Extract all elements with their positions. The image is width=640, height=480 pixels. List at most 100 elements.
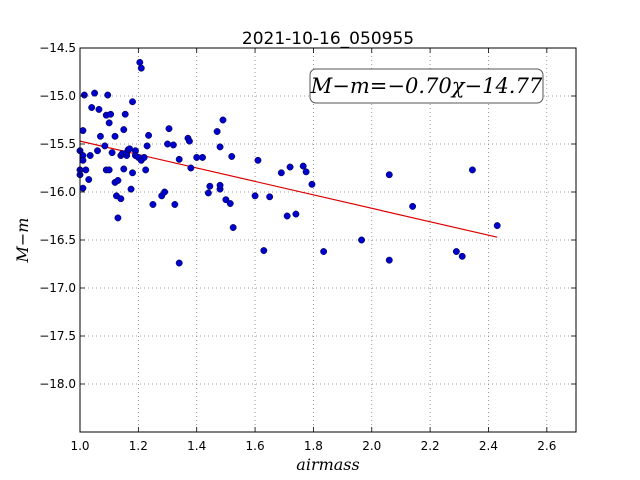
data-point bbox=[164, 140, 171, 148]
data-point bbox=[80, 91, 88, 99]
data-point bbox=[82, 166, 90, 174]
data-point bbox=[226, 200, 234, 207]
data-point bbox=[114, 177, 122, 184]
data-point bbox=[137, 64, 145, 72]
data-point bbox=[136, 58, 144, 66]
data-point bbox=[91, 89, 99, 97]
data-point bbox=[187, 164, 195, 172]
data-point bbox=[117, 195, 125, 203]
data-point bbox=[493, 222, 501, 230]
data-point bbox=[193, 153, 201, 161]
data-point bbox=[266, 193, 274, 201]
fit-annotation: M−m=−0.70χ−14.77 bbox=[309, 68, 544, 104]
data-point bbox=[292, 210, 300, 218]
data-point bbox=[169, 141, 177, 149]
x-axis-label: airmass bbox=[296, 455, 359, 474]
data-point bbox=[185, 137, 193, 145]
x-tick-label: 2.0 bbox=[362, 439, 381, 453]
x-tick-label: 1.0 bbox=[70, 439, 89, 453]
axis-ticks bbox=[79, 47, 576, 432]
data-point bbox=[142, 166, 150, 174]
x-tick-label: 1.6 bbox=[246, 439, 265, 453]
data-point bbox=[175, 155, 183, 163]
data-point bbox=[468, 166, 476, 174]
data-point bbox=[175, 259, 183, 267]
data-point bbox=[458, 252, 466, 260]
data-point bbox=[251, 192, 259, 200]
y-tick-label: −15.5 bbox=[39, 137, 76, 151]
data-point bbox=[358, 236, 366, 244]
data-point bbox=[149, 201, 157, 208]
data-point bbox=[111, 132, 119, 140]
data-point bbox=[299, 162, 307, 170]
fit-line-layer bbox=[79, 140, 498, 238]
data-point bbox=[94, 147, 101, 155]
y-tick-label: −16.0 bbox=[39, 185, 76, 199]
chart-title: 2021-10-16_050955 bbox=[242, 29, 414, 49]
y-tick-label: −14.5 bbox=[39, 41, 76, 55]
data-point bbox=[140, 153, 148, 161]
data-point bbox=[105, 166, 113, 174]
data-point bbox=[229, 224, 237, 231]
fit-line bbox=[79, 140, 498, 238]
data-point bbox=[228, 153, 236, 160]
data-point bbox=[216, 181, 224, 189]
data-point bbox=[385, 171, 393, 179]
data-point bbox=[79, 156, 87, 164]
data-point bbox=[199, 153, 206, 161]
data-point bbox=[88, 104, 96, 111]
data-point bbox=[79, 184, 87, 192]
data-point bbox=[79, 127, 87, 135]
data-point bbox=[95, 105, 103, 113]
data-point bbox=[120, 165, 128, 173]
annotation-box bbox=[309, 68, 544, 104]
data-point bbox=[107, 110, 115, 118]
data-point bbox=[114, 214, 122, 222]
data-point bbox=[254, 156, 262, 164]
data-point bbox=[277, 169, 285, 177]
data-point bbox=[213, 128, 221, 135]
x-tick-label: 1.8 bbox=[304, 439, 323, 453]
y-axis-label: M−m bbox=[13, 218, 32, 264]
x-tick-label: 1.2 bbox=[129, 439, 148, 453]
x-tick-label: 2.4 bbox=[479, 439, 498, 453]
y-tick-label: −15.0 bbox=[39, 89, 76, 103]
data-point bbox=[216, 143, 224, 151]
data-point bbox=[108, 149, 116, 157]
data-point bbox=[143, 142, 151, 150]
y-tick-label: −16.5 bbox=[39, 233, 76, 247]
data-point bbox=[129, 169, 136, 177]
data-point bbox=[85, 176, 93, 183]
data-points bbox=[76, 58, 501, 267]
data-point bbox=[206, 182, 214, 190]
x-tick-label: 2.2 bbox=[421, 439, 440, 453]
y-tick-label: −17.5 bbox=[39, 329, 76, 343]
data-point bbox=[308, 180, 316, 188]
x-tick-labels: 1.0 1.2 1.4 1.6 1.8 2.0 2.2 2.4 2.6 bbox=[70, 439, 556, 453]
x-tick-label: 2.6 bbox=[537, 439, 556, 453]
data-point bbox=[286, 163, 294, 171]
data-point bbox=[302, 168, 310, 176]
fit-equation: M−m=−0.70χ−14.77 bbox=[310, 74, 543, 98]
data-point bbox=[260, 247, 268, 255]
data-point bbox=[101, 142, 109, 150]
data-point bbox=[204, 189, 212, 197]
y-tick-labels: −14.5 −15.0 −15.5 −16.0 −16.5 −17.0 −17.5 −18.0 bbox=[39, 41, 76, 391]
grid bbox=[79, 47, 576, 432]
data-point bbox=[145, 131, 153, 139]
data-point bbox=[126, 145, 134, 153]
data-point bbox=[283, 212, 291, 220]
data-point bbox=[409, 202, 417, 210]
data-point bbox=[165, 125, 173, 133]
data-point bbox=[127, 185, 135, 193]
data-point bbox=[385, 256, 393, 264]
data-point bbox=[96, 132, 104, 140]
y-tick-label: −17.0 bbox=[39, 281, 76, 295]
data-point bbox=[129, 98, 136, 106]
y-tick-label: −18.0 bbox=[39, 377, 76, 391]
data-point bbox=[222, 196, 230, 204]
data-point bbox=[120, 126, 128, 134]
data-point bbox=[121, 110, 129, 118]
data-point bbox=[105, 119, 113, 127]
